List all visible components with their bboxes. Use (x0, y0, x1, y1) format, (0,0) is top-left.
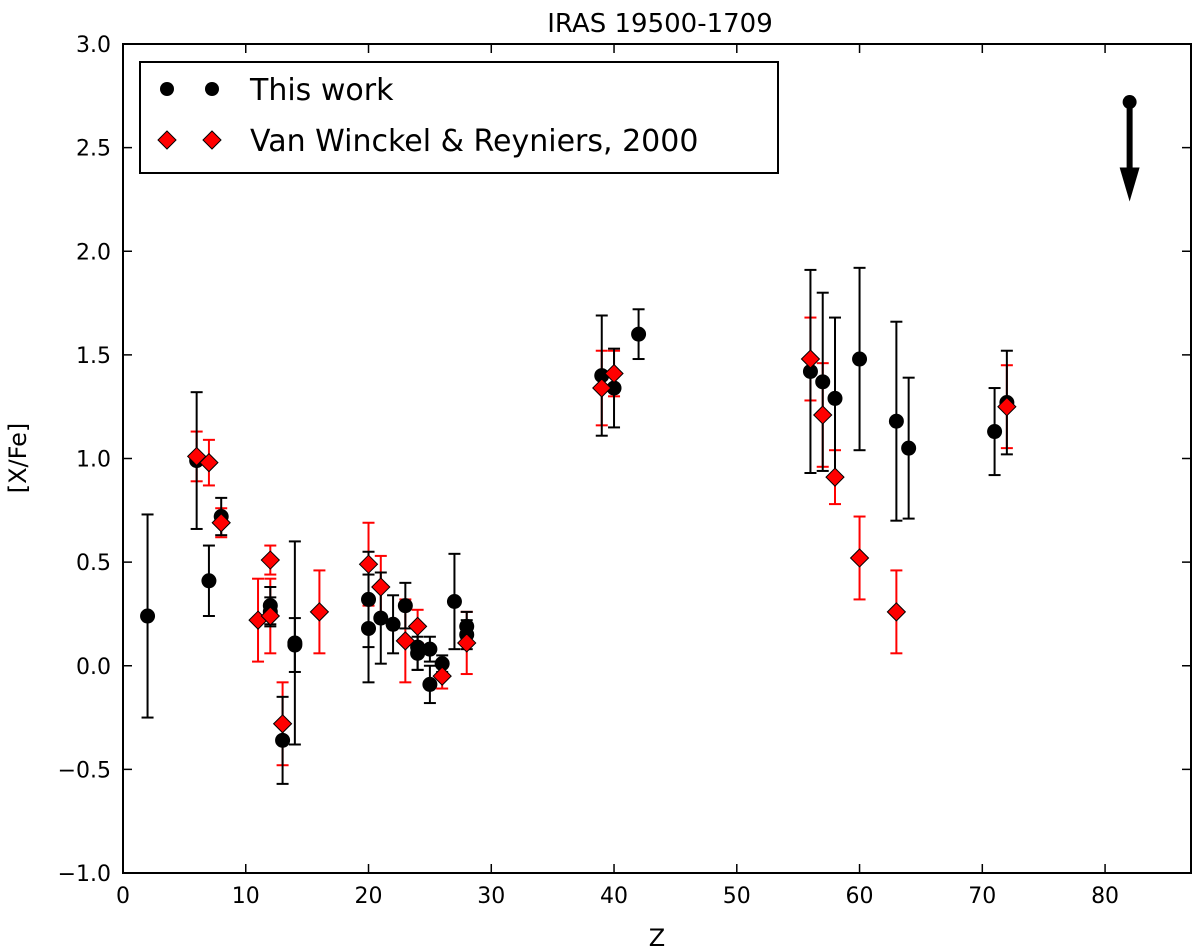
vwr-point (592, 378, 612, 398)
legend-box (139, 61, 779, 174)
vwr-point (604, 363, 624, 384)
this-work-point (140, 608, 156, 624)
vwr-point (825, 467, 845, 487)
ticks-layer: 0 10 20 30 40 50 60 70 80 −1.0 −0.5 0.0 0.5 1.0 1.5 2.0… (58, 33, 1191, 909)
this-work-point (827, 390, 843, 406)
y-tick-label: 2.5 (76, 137, 111, 162)
upper-limit-arrow-head (1119, 167, 1140, 202)
x-tick-label: 0 (116, 884, 130, 909)
legend: This work Van Winckel & Reyniers, 2000 (139, 61, 779, 174)
upper-limit-point (1122, 95, 1137, 110)
legend-marker-vwr (157, 130, 177, 150)
vwr-point (371, 577, 391, 597)
y-tick-label: −0.5 (58, 758, 111, 783)
x-tick-label: 60 (846, 884, 874, 909)
legend-label-this-work: This work (249, 73, 394, 108)
this-work-point (852, 351, 868, 367)
this-work-point (631, 326, 647, 342)
vwr-point (260, 550, 281, 570)
x-tick-label: 70 (968, 884, 996, 909)
this-work-point (397, 598, 413, 614)
legend-marker-this-work (205, 82, 219, 96)
y-tick-label: 2.0 (76, 240, 111, 265)
y-axis-label: [X/Fe] (4, 423, 32, 494)
vwr-point (457, 633, 477, 653)
this-work-point (201, 573, 217, 589)
this-work-point (385, 616, 401, 632)
x-axis-label: Z (649, 924, 665, 951)
this-work-point (987, 424, 1003, 440)
vwr-point (886, 602, 907, 622)
y-tick-label: 3.0 (76, 33, 111, 58)
this-work-point (901, 440, 917, 456)
this-work-point (361, 620, 377, 636)
y-tick-label: 1.5 (76, 344, 111, 369)
this-work-point (275, 732, 291, 748)
this-work-point (446, 594, 462, 610)
x-tick-label: 20 (355, 884, 383, 909)
this-work-point (361, 591, 377, 607)
this-work-point (373, 610, 389, 626)
vwr-point (211, 513, 231, 533)
vwr-point (358, 554, 379, 574)
y-tick-label: −1.0 (58, 862, 111, 887)
x-tick-label: 30 (477, 884, 505, 909)
vwr-point (309, 602, 330, 622)
y-tick-label: 1.0 (76, 448, 111, 473)
y-tick-label: 0.0 (76, 655, 111, 680)
this-work-point (888, 413, 904, 429)
vwr-point (849, 548, 870, 568)
x-tick-label: 40 (600, 884, 628, 909)
this-work-point (422, 676, 438, 692)
vwr-point (800, 349, 821, 369)
vwr-point (395, 631, 416, 651)
legend-label-vwr: Van Winckel & Reyniers, 2000 (250, 124, 698, 159)
x-tick-label: 80 (1091, 884, 1119, 909)
this-work-point (287, 637, 303, 653)
vwr-point (199, 452, 219, 473)
this-work-point (422, 641, 438, 657)
x-tick-label: 10 (232, 884, 260, 909)
vwr-point (260, 606, 281, 626)
chart-title: IRAS 19500-1709 (547, 9, 773, 39)
data-layer (140, 95, 1140, 785)
y-tick-label: 0.5 (76, 551, 111, 576)
x-tick-label: 50 (723, 884, 751, 909)
legend-marker-this-work (160, 82, 174, 96)
vwr-point (813, 405, 833, 425)
vwr-point (432, 666, 452, 686)
legend-marker-vwr (202, 130, 222, 150)
vwr-point (407, 616, 428, 637)
this-work-point (815, 374, 831, 390)
vwr-point (272, 714, 293, 734)
vwr-point (997, 396, 1017, 417)
